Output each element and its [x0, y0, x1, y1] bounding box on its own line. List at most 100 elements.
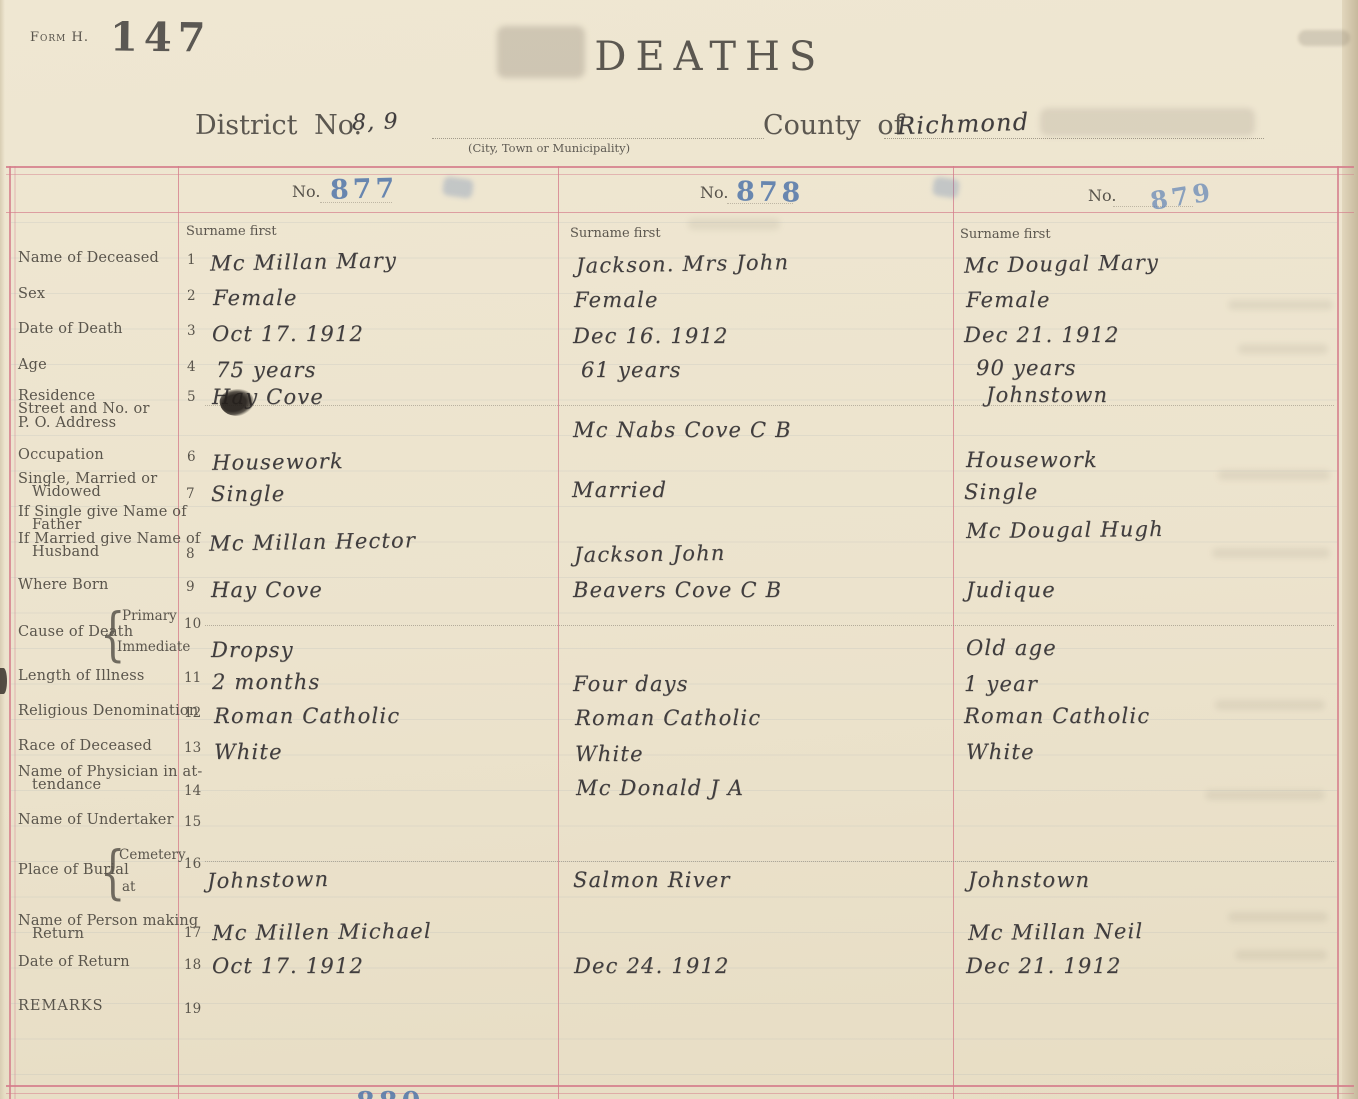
ghost-stamp — [931, 176, 961, 199]
bleed-through — [1298, 30, 1350, 46]
page-number-stamp: 147 — [109, 13, 212, 62]
entry-879-name: Mc Dougal Mary — [963, 250, 1160, 278]
entry-879-marital-status: Single — [964, 480, 1039, 504]
row-label: Date of Return — [18, 954, 130, 970]
row-label: Place of Burial — [18, 862, 129, 878]
record-number-stamp: 878 — [735, 176, 805, 209]
row-number: 7 — [186, 486, 195, 502]
entry-877-place-of-burial: Johnstown — [206, 866, 330, 894]
entry-878-age: 61 years — [581, 358, 682, 382]
row-label: Name of Person making Return — [18, 913, 199, 943]
row-number: 6 — [187, 449, 196, 465]
entry-878-race: White — [575, 742, 644, 766]
column-divider-1-2 — [557, 166, 559, 1099]
label-column-divider — [177, 166, 179, 1099]
row-number: 17 — [184, 925, 202, 941]
entry-879-place-of-burial: Johnstown — [968, 868, 1091, 892]
entry-879-where-born: Judique — [966, 578, 1056, 602]
table-border-bottom — [6, 1092, 1354, 1094]
brace-glyph: { — [100, 840, 126, 907]
entry-879-age: 90 years — [976, 356, 1077, 380]
entry-879-occupation: Housework — [966, 448, 1098, 472]
entry-877-where-born: Hay Cove — [211, 578, 323, 602]
entry-879-person-making-return: Mc Millan Neil — [967, 919, 1144, 945]
table-border-right — [1337, 166, 1339, 1099]
entry-879-race: White — [966, 740, 1035, 764]
ghost-stamp — [441, 176, 475, 199]
row-number: 19 — [184, 1001, 202, 1017]
entry-879-residence: Johnstown — [986, 383, 1109, 407]
row-number: 2 — [187, 288, 196, 304]
row-label: REMARKS — [18, 998, 104, 1014]
row-label: Occupation — [18, 447, 104, 463]
entry-877-age: 75 years — [216, 358, 317, 382]
entry-877-length-of-illness: 2 months — [212, 670, 321, 694]
row-label: Single, Married or Widowed — [18, 471, 158, 501]
table-border-top — [6, 166, 1354, 168]
bleed-through — [1238, 344, 1328, 354]
entry-878-sex: Female — [574, 288, 659, 312]
city-caption: (City, Town or Municipality) — [468, 141, 631, 155]
entry-878-place-of-burial: Salmon River — [573, 868, 731, 892]
entry-877-religion: Roman Catholic — [214, 704, 401, 728]
form-label: Form H. — [30, 30, 89, 45]
cause-primary-rule-line — [205, 625, 1334, 626]
entry-879-cause-of-death: Old age — [966, 636, 1057, 660]
district-label: District No. — [195, 110, 363, 141]
surname-note: Surname first — [186, 224, 277, 239]
bleed-through — [1212, 548, 1330, 558]
cause-primary-label: Primary — [122, 608, 177, 624]
district-fill-line — [432, 138, 764, 139]
brace-glyph: { — [100, 602, 126, 669]
row-label: Sex — [18, 286, 46, 302]
row-number: 18 — [184, 957, 202, 973]
bleed-through — [688, 218, 780, 230]
entry-877-cause-of-death: Dropsy — [211, 638, 294, 662]
bleed-through — [1218, 470, 1330, 480]
row-label: If Single give Name of Father If Married… — [18, 504, 201, 561]
entry-877-name: Mc Millan Mary — [209, 248, 398, 276]
row-label: Residence Street and No. or P. O. Addres… — [18, 388, 150, 431]
entry-878-husband: Jackson John — [573, 540, 726, 568]
entry-879-date-of-return: Dec 21. 1912 — [966, 954, 1122, 978]
entry-878-date-of-death: Dec 16. 1912 — [573, 324, 729, 348]
record-no-label: No. — [292, 182, 321, 201]
record-no-label: No. — [1088, 186, 1117, 205]
record-no-fill-line — [320, 202, 392, 203]
entry-877-race: White — [214, 740, 283, 764]
row-number: 4 — [187, 359, 196, 375]
table-border-left — [9, 166, 11, 1099]
bleed-through — [1228, 912, 1328, 922]
row-number: 15 — [184, 814, 202, 830]
bleed-through — [1235, 950, 1327, 960]
row-label: Name of Deceased — [18, 250, 160, 266]
page-title: DEATHS — [594, 34, 826, 80]
district-value: 8, 9 — [351, 109, 400, 136]
entry-878-where-born: Beavers Cove C B — [573, 578, 783, 602]
row-label: Name of Physician in at- tendance — [18, 764, 203, 794]
row-label: Name of Undertaker — [18, 812, 174, 828]
entry-879-date-of-death: Dec 21. 1912 — [964, 323, 1120, 347]
bleed-through — [1228, 300, 1333, 310]
table-border-bottom-inner — [6, 1085, 1354, 1087]
table-border-left-inner — [14, 166, 16, 1099]
table-header-divider — [6, 211, 1354, 213]
bleed-through — [1215, 700, 1325, 710]
table-border-top-inner — [6, 173, 1354, 175]
county-value: Richmond — [896, 107, 1030, 141]
entry-877-occupation: Housework — [211, 449, 345, 475]
entry-879-religion: Roman Catholic — [964, 704, 1151, 728]
row-number: 8 — [186, 546, 195, 562]
page-right-edge — [1342, 0, 1358, 1099]
entry-879-length-of-illness: 1 year — [964, 672, 1039, 696]
row-number: 5 — [187, 389, 196, 405]
entry-878-date-of-return: Dec 24. 1912 — [574, 954, 730, 978]
row-number: 1 — [187, 252, 196, 268]
entry-878-length-of-illness: Four days — [573, 672, 689, 696]
row-label: Where Born — [18, 577, 109, 593]
record-no-fill-line — [727, 203, 793, 204]
bleed-through — [1040, 108, 1255, 136]
entry-878-marital-status: Married — [572, 478, 668, 502]
row-number: 10 — [184, 616, 202, 632]
